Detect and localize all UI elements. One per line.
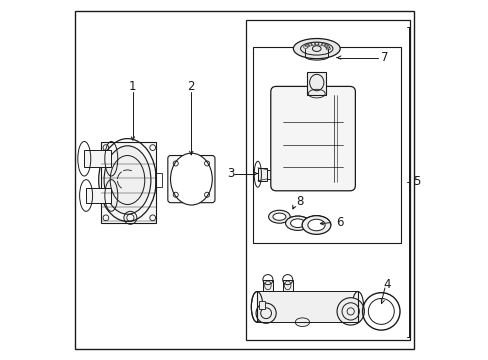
Ellipse shape <box>336 298 364 325</box>
Text: 7: 7 <box>380 51 387 64</box>
FancyBboxPatch shape <box>270 86 355 191</box>
Bar <box>253 47 400 243</box>
Ellipse shape <box>293 39 340 59</box>
Text: 4: 4 <box>382 278 389 291</box>
Bar <box>86 188 111 203</box>
Text: 2: 2 <box>187 80 195 93</box>
Text: 1: 1 <box>129 80 136 93</box>
Bar <box>257 168 266 181</box>
Ellipse shape <box>268 210 289 223</box>
Bar <box>282 280 292 291</box>
Text: 5: 5 <box>412 175 420 188</box>
Bar <box>154 173 162 187</box>
Ellipse shape <box>295 318 309 327</box>
Ellipse shape <box>290 219 305 228</box>
Ellipse shape <box>302 216 330 234</box>
Bar <box>263 280 272 291</box>
Ellipse shape <box>104 146 151 214</box>
Bar <box>84 150 111 167</box>
Bar <box>266 170 277 179</box>
FancyBboxPatch shape <box>167 156 215 203</box>
Bar <box>101 142 156 223</box>
Ellipse shape <box>272 213 285 220</box>
Text: 8: 8 <box>296 195 304 208</box>
Text: 6: 6 <box>336 216 343 229</box>
Text: 3: 3 <box>227 167 234 180</box>
Bar <box>257 291 357 322</box>
Ellipse shape <box>170 153 212 205</box>
Ellipse shape <box>256 303 276 323</box>
Ellipse shape <box>307 219 325 231</box>
Bar <box>307 72 325 95</box>
Bar <box>246 20 409 340</box>
Ellipse shape <box>285 216 309 230</box>
Bar <box>258 301 265 309</box>
